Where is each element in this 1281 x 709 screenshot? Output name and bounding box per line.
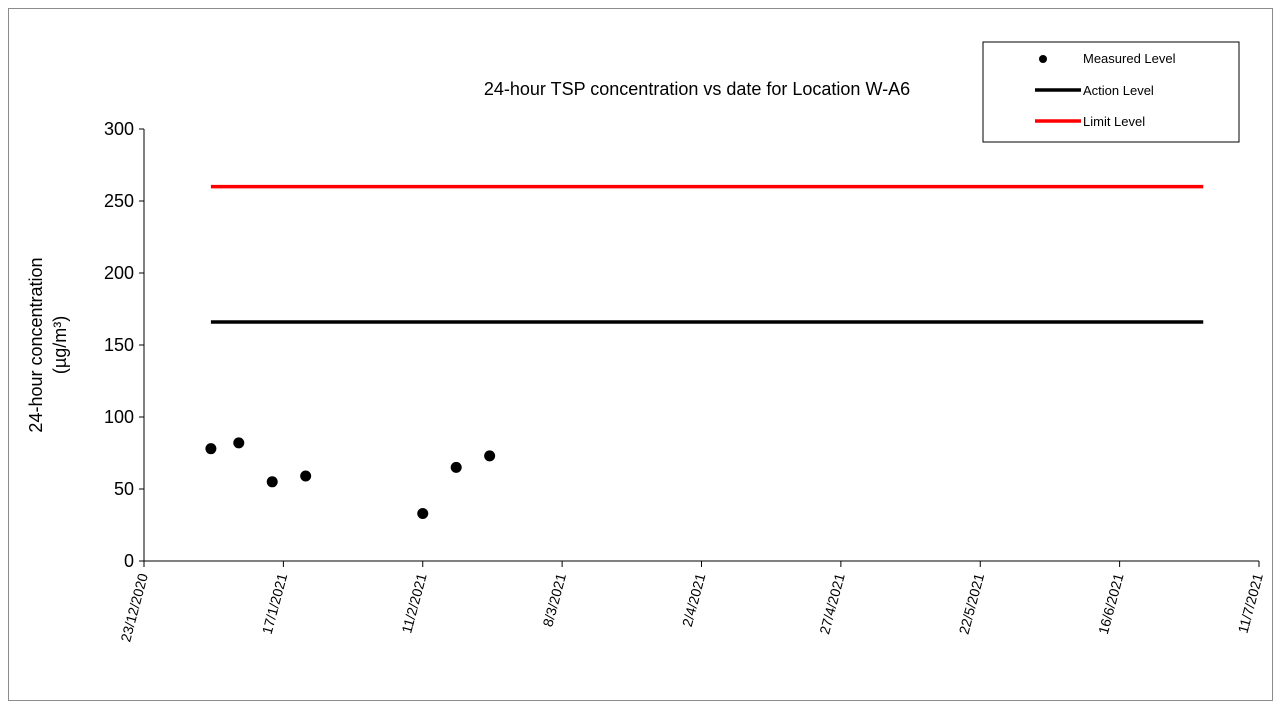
legend-item-limit: Limit Level [1035, 114, 1145, 129]
legend: Measured Level Action Level Limit Level [982, 41, 1240, 143]
legend-item-action: Action Level [1035, 83, 1154, 98]
x-tick-label: 11/7/2021 [1235, 571, 1266, 635]
x-tick-label: 8/3/2021 [539, 571, 569, 628]
x-tick-label: 22/5/2021 [956, 571, 988, 636]
x-tick-label: 2/4/2021 [679, 571, 709, 628]
x-tick-label: 23/12/2020 [117, 571, 151, 643]
data-point-measured-level [417, 507, 429, 519]
legend-label-limit: Limit Level [1083, 114, 1145, 129]
legend-label-measured: Measured Level [1083, 51, 1176, 66]
data-point-measured-level [233, 437, 245, 449]
series-layer [205, 184, 1204, 519]
x-tick-label: 16/6/2021 [1095, 571, 1127, 636]
data-point-measured-level [450, 461, 462, 473]
axes [143, 129, 1259, 562]
y-axis-title-line2: (µg/m³) [50, 316, 70, 374]
y-tick-label: 0 [124, 551, 134, 571]
data-point-measured-level [300, 470, 312, 482]
chart-title: 24-hour TSP concentration vs date for Lo… [484, 79, 910, 99]
y-axis-title: 24-hour concentration (µg/m³) [26, 257, 70, 432]
data-point-measured-level [266, 476, 278, 488]
legend-label-action: Action Level [1083, 83, 1154, 98]
y-tick-label: 200 [104, 263, 134, 283]
y-tick-label: 250 [104, 191, 134, 211]
y-tick-label: 150 [104, 335, 134, 355]
legend-marker-measured [1039, 55, 1047, 63]
legend-box [982, 41, 1240, 143]
legend-item-measured: Measured Level [1039, 51, 1176, 66]
y-ticks: 0 50 100 150 200 250 300 [104, 119, 144, 571]
y-tick-label: 100 [104, 407, 134, 427]
data-point-measured-level [205, 443, 217, 455]
x-tick-label: 27/4/2021 [816, 571, 848, 636]
data-point-measured-level [484, 450, 496, 462]
x-tick-label: 11/2/2021 [398, 571, 429, 635]
y-axis-title-line1: 24-hour concentration [26, 257, 46, 432]
x-ticks: 23/12/2020 17/1/2021 11/2/2021 8/3/2021 2/4/… [117, 561, 1266, 643]
x-tick-label: 17/1/2021 [259, 571, 291, 636]
y-tick-label: 300 [104, 119, 134, 139]
y-tick-label: 50 [114, 479, 134, 499]
